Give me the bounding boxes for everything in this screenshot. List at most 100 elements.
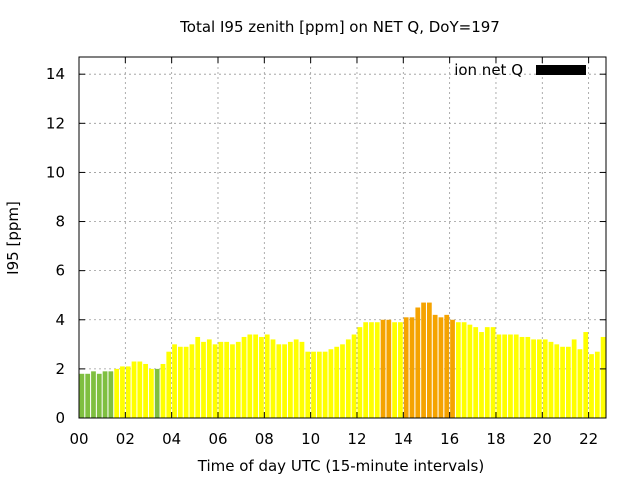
bar (357, 327, 363, 418)
bar (415, 307, 421, 418)
bar (253, 334, 259, 418)
y-tick-label: 12 (46, 114, 65, 132)
bar (137, 361, 143, 418)
x-tick-label: 12 (347, 430, 366, 448)
bar (519, 336, 525, 418)
bar (502, 334, 508, 418)
bar (195, 336, 201, 418)
bar (583, 332, 589, 418)
axis-ticks (78, 57, 606, 419)
x-tick-label: 04 (162, 430, 181, 448)
bar (577, 349, 583, 418)
bar (426, 302, 432, 418)
bar (293, 339, 299, 418)
bar (496, 334, 502, 418)
bar (513, 334, 519, 418)
bar (102, 371, 108, 418)
bar (542, 339, 548, 418)
bar-group (79, 302, 606, 418)
bar (600, 336, 606, 418)
bar (398, 322, 403, 418)
bar (241, 336, 247, 418)
grid-lines (79, 57, 606, 418)
bar (374, 322, 380, 418)
bar (189, 344, 195, 418)
bar (409, 317, 415, 418)
bar (172, 344, 177, 418)
bar (531, 339, 536, 418)
bar (125, 366, 131, 418)
bar (351, 334, 357, 418)
bar (537, 339, 542, 418)
bar (548, 341, 554, 418)
y-tick-label: 4 (55, 311, 65, 329)
bar (589, 354, 594, 418)
x-tick-label: 02 (116, 430, 135, 448)
bar (403, 317, 409, 418)
bar (345, 339, 351, 418)
chart-title: Total I95 zenith [ppm] on NET Q, DoY=197 (179, 18, 500, 36)
bar (143, 363, 148, 418)
x-tick-label: 14 (394, 430, 413, 448)
y-tick-label: 6 (55, 262, 65, 280)
bar (91, 371, 96, 418)
bar (288, 341, 293, 418)
bar (224, 341, 230, 418)
bar (432, 314, 438, 418)
bar (218, 341, 224, 418)
bar (276, 344, 282, 418)
bar (305, 351, 311, 418)
bar (363, 322, 369, 418)
bar (183, 346, 189, 418)
x-tick-label: 22 (579, 430, 598, 448)
bar (525, 336, 531, 418)
bar (455, 322, 461, 418)
bar (79, 373, 85, 418)
bar (334, 346, 340, 418)
legend-label: ion net Q (454, 61, 523, 79)
y-tick-label: 8 (55, 213, 65, 231)
bar (571, 339, 577, 418)
bar (230, 344, 235, 418)
bar (131, 361, 137, 418)
bar (421, 302, 426, 418)
x-tick-label: 20 (533, 430, 552, 448)
y-tick-label: 14 (46, 65, 65, 83)
bar (369, 322, 374, 418)
bar (467, 324, 473, 418)
bar (247, 334, 253, 418)
bar (560, 346, 565, 418)
x-tick-label: 16 (440, 430, 459, 448)
bar (85, 373, 91, 418)
bar (392, 322, 397, 418)
legend: ion net Q (454, 61, 586, 79)
bar (484, 327, 490, 418)
bar (328, 349, 334, 418)
bar (316, 351, 322, 418)
bar (264, 334, 270, 418)
bar (490, 327, 496, 418)
bar (206, 339, 212, 418)
bar (282, 344, 287, 418)
bar (120, 366, 125, 418)
y-tick-label: 0 (55, 409, 65, 427)
bar (212, 344, 218, 418)
bar (149, 368, 154, 418)
bar (340, 344, 345, 418)
bar (311, 351, 316, 418)
bar (380, 319, 386, 418)
bar (96, 373, 102, 418)
bar (114, 368, 120, 418)
legend-swatch (536, 65, 586, 75)
y-tick-label: 2 (55, 360, 65, 378)
bar (594, 351, 600, 418)
x-axis-label: Time of day UTC (15-minute intervals) (197, 457, 484, 475)
bar (444, 314, 450, 418)
bar (259, 336, 264, 418)
x-tick-label: 18 (486, 430, 505, 448)
bar (386, 319, 392, 418)
bar (108, 371, 114, 418)
bar (554, 344, 560, 418)
y-tick-labels: 0 2 4 6 8 10 12 14 (46, 65, 65, 427)
